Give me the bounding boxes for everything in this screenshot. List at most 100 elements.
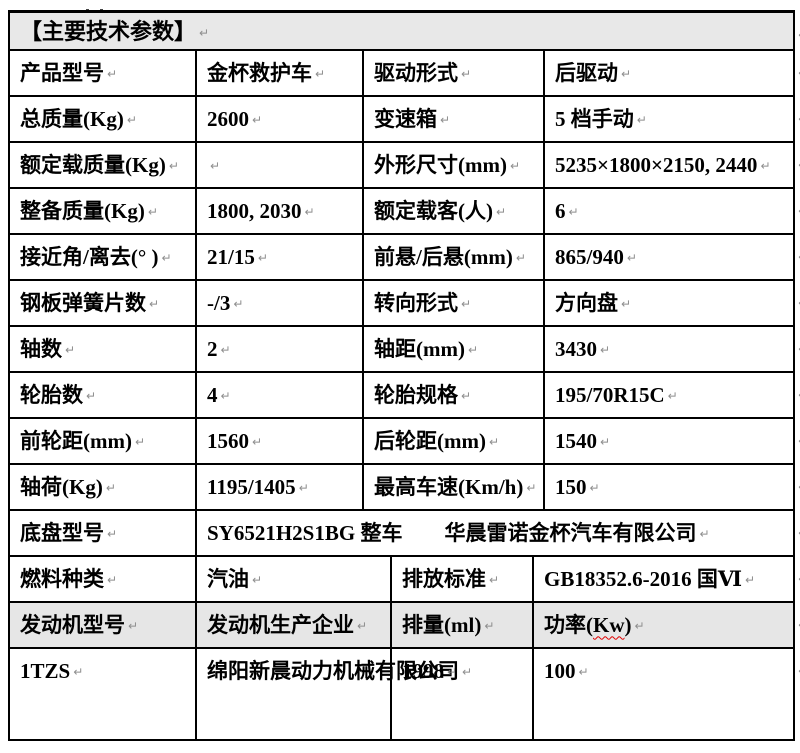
spec-label-cell: 后轮距(mm) ↵ (362, 416, 545, 465)
paragraph-mark-icon: ↵ (134, 434, 146, 449)
spec-label: 额定载客(人) (374, 198, 493, 223)
spec-label: 轮胎规格 (374, 382, 458, 407)
spec-label: 轴荷(Kg) (20, 474, 103, 499)
spec-value-cell: 4 ↵ (195, 370, 364, 419)
paragraph-mark-icon: ↵ (107, 572, 118, 587)
spec-value-cell: 1800, 2030 ↵ (195, 186, 364, 235)
spec-value: 865/940 (555, 244, 624, 269)
spec-label-cell: 额定载客(人) ↵ (362, 186, 545, 235)
spec-label: 轴距(mm) (374, 336, 465, 361)
spec-label-cell: 前悬/后悬(mm) ↵ (362, 232, 545, 281)
spec-label-cell: 轴数 ↵ (8, 324, 197, 373)
spec-label: 产品型号 (20, 60, 104, 85)
paragraph-mark-icon: ↵ (699, 526, 710, 541)
spec-label: 接近角/离去(° ) (20, 244, 159, 269)
engine-header-label: 功率( (544, 612, 593, 637)
paragraph-mark-icon: ↵ (128, 618, 139, 633)
table-title-row: 【主要技术参数】↵ ↵ (7, 10, 800, 51)
spec-label-cell: 前轮距(mm) ↵ (8, 416, 197, 465)
spec-label: 钢板弹簧片数 (20, 290, 146, 315)
spec-value-cell: 3430↵↵ (542, 324, 800, 373)
spec-value-cell: 1195/1405 ↵ (195, 462, 364, 511)
paragraph-mark-icon: ↵ (621, 296, 632, 311)
spec-value-cell: 21/15 ↵ (195, 232, 364, 281)
engine-header-cell: 排量(ml) ↵ (390, 600, 534, 649)
row-end-mark-icon: ↵ (798, 519, 800, 547)
section-title-cell: 【主要技术参数】↵ ↵ (7, 10, 800, 51)
paragraph-mark-icon: ↵ (744, 572, 756, 587)
engine-header-cell: 发动机生产企业 ↵ (195, 600, 392, 649)
spec-value-cell: 1560 ↵ (195, 416, 364, 465)
paragraph-mark-icon: ↵ (233, 296, 244, 311)
row-end-mark-icon: ↵ (798, 381, 800, 409)
paragraph-mark-icon: ↵ (461, 66, 472, 81)
row-end-mark-icon: ↵ (798, 151, 800, 179)
table-row: 整备质量(Kg)↵ 1800, 2030↵ 额定载客(人)↵ 6↵↵ (8, 186, 800, 235)
spec-label: 轮胎数 (20, 382, 83, 407)
engine-header-label: 发动机生产企业 (207, 612, 354, 637)
paragraph-mark-icon: ↵ (298, 480, 309, 495)
spec-value: 150 (555, 474, 587, 499)
paragraph-mark-icon: ↵ (526, 480, 537, 495)
paragraph-mark-icon: ↵ (147, 204, 158, 219)
spec-value-cell: ↵ (195, 140, 364, 189)
spec-label: 轴数 (20, 336, 62, 361)
spec-value-cell: 1540↵↵ (542, 416, 800, 465)
spec-label: 额定载质量(Kg) (20, 152, 166, 177)
paragraph-mark-icon: ↵ (252, 572, 263, 587)
row-end-mark-icon: ↵ (798, 565, 800, 593)
spec-label-cell: 接近角/离去(° ) ↵ (8, 232, 197, 281)
fuel-row: 燃料种类↵ 汽油↵ 排放标准↵ GB18352.6-2016 国Ⅵ↵↵ (8, 554, 800, 603)
spec-value-cell: -/3 ↵ (195, 278, 364, 327)
spec-label-cell: 最高车速(Km/h) ↵ (362, 462, 545, 511)
spec-value: 方向盘 (555, 290, 618, 315)
chassis-row: 底盘型号↵ SY6521H2S1BG 整车 华晨雷诺金杯汽车有限公司↵↵ (8, 508, 800, 557)
paragraph-mark-icon: ↵ (252, 112, 263, 127)
spec-label-cell: 外形尺寸(mm) ↵ (362, 140, 545, 189)
row-end-mark-icon: ↵ (798, 59, 800, 87)
spec-label-cell: 排放标准 ↵ (390, 554, 534, 603)
spec-label: 整备质量(Kg) (20, 198, 145, 223)
spec-value: 汽油 (207, 566, 249, 591)
spec-label: 外形尺寸(mm) (374, 152, 507, 177)
spec-value: 2600 (207, 106, 249, 131)
spec-label-cell: 钢板弹簧片数 ↵ (8, 278, 197, 327)
table-row: 钢板弹簧片数↵ -/3↵ 转向形式↵ 方向盘↵↵ (8, 278, 800, 327)
paragraph-mark-icon: ↵ (509, 158, 521, 173)
paragraph-mark-icon: ↵ (257, 250, 268, 265)
spellchecked-word: Kw (593, 612, 625, 637)
paragraph-mark-icon: ↵ (589, 480, 600, 495)
engine-header-label: 排量(ml) (402, 612, 482, 637)
chassis-value: SY6521H2S1BG 整车 华晨雷诺金杯汽车有限公司 (207, 520, 697, 545)
engine-row: 1TZS↵ 绵阳新晨动力机械有限公司↵ 1998↵ 100↵↵ (8, 646, 800, 741)
paragraph-mark-icon: ↵ (488, 434, 500, 449)
spec-label-cell: 转向形式 ↵ (362, 278, 545, 327)
engine-header-cell: 功率(Kw)↵ ↵ (531, 600, 800, 649)
spec-table: 【主要技术参数】↵ ↵ 产品型号↵ 金杯救护车↵ 驱动形式↵ 后驱动↵↵ 总质量… (7, 10, 800, 741)
spec-label-cell: 总质量(Kg) ↵ (8, 94, 197, 143)
spec-label-cell: 轮胎规格 ↵ (362, 370, 545, 419)
paragraph-mark-icon: ↵ (667, 388, 678, 403)
spec-value-cell: 汽油 ↵ (195, 554, 392, 603)
spec-label: 后轮距(mm) (374, 428, 486, 453)
spec-label: 前轮距(mm) (20, 428, 132, 453)
spec-value: 5 档手动 (555, 106, 634, 131)
table-row: 轮胎数↵ 4↵ 轮胎规格↵ 195/70R15C↵↵ (8, 370, 800, 419)
engine-power: 100 (544, 658, 576, 683)
engine-displacement-cell: 1998 ↵ (390, 646, 534, 741)
spec-value: GB18352.6-2016 国Ⅵ (544, 566, 742, 591)
spec-value-cell: 5235×1800×2150, 2440↵↵ (542, 140, 800, 189)
engine-header-label: ) (624, 612, 632, 637)
row-end-mark-icon: ↵ (798, 473, 800, 501)
paragraph-mark-icon: ↵ (461, 388, 472, 403)
paragraph-mark-icon: ↵ (86, 388, 97, 403)
engine-model-cell: 1TZS ↵ (8, 646, 197, 741)
engine-manufacturer-cell: 绵阳新晨动力机械有限公司 ↵ (195, 646, 472, 741)
spec-label: 排放标准 (402, 566, 486, 591)
paragraph-mark-icon: ↵ (105, 480, 116, 495)
paragraph-mark-icon: ↵ (760, 158, 771, 173)
table-row: 产品型号↵ 金杯救护车↵ 驱动形式↵ 后驱动↵↵ (8, 48, 800, 97)
spec-value-cell: 2 ↵ (195, 324, 364, 373)
paragraph-mark-icon: ↵ (252, 434, 263, 449)
spec-value: -/3 (207, 290, 231, 315)
